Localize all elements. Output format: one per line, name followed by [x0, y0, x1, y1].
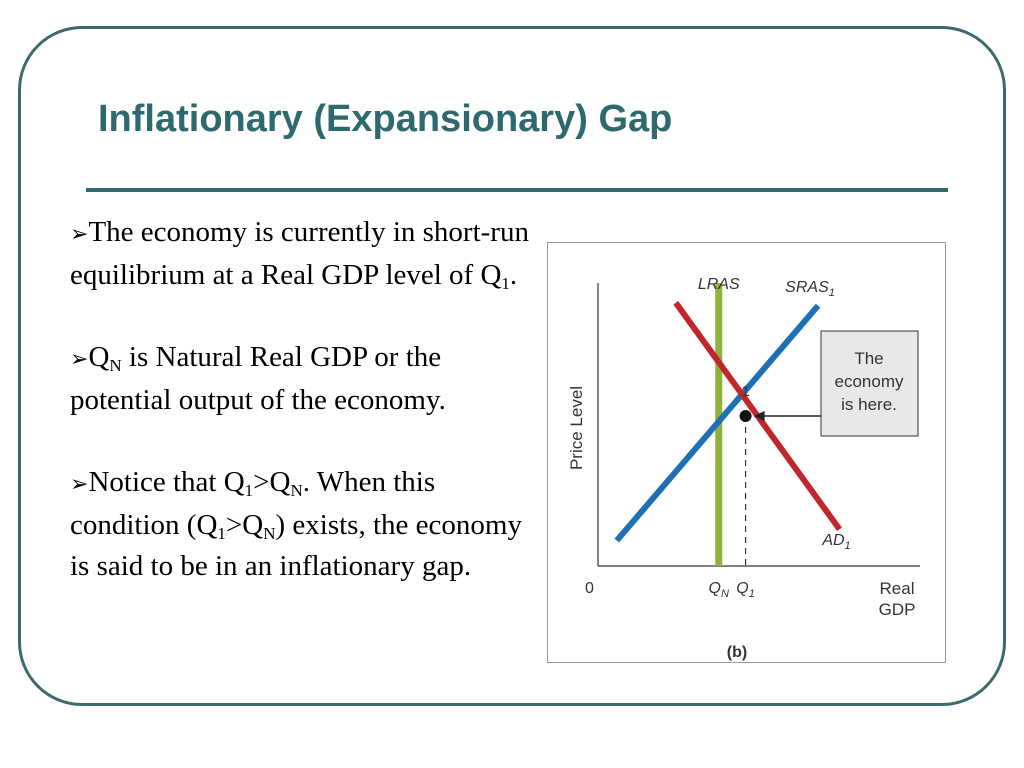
lras-label: LRAS [698, 276, 740, 293]
sras1-label-subscript: 1 [829, 287, 835, 299]
callout-line-3: is here. [841, 395, 897, 414]
bullet-text: >Q [253, 466, 291, 498]
sras1-curve [614, 303, 821, 543]
subscript: N [290, 481, 303, 500]
origin-label: 0 [585, 580, 594, 597]
bullet-text: is Natural Real GDP or the potential out… [70, 341, 446, 416]
y-axis-label: Price Level [567, 386, 586, 470]
sras1-label: SRAS1 [785, 279, 835, 299]
arrow-bullet-icon: ➢ [70, 347, 89, 372]
subscript: 1 [244, 481, 254, 500]
callout-line-2: economy [835, 372, 904, 391]
arrow-bullet-icon: ➢ [70, 222, 89, 247]
bullet-list: ➢The economy is currently in short-run e… [70, 212, 540, 587]
equilibrium-point [739, 410, 752, 423]
chart-svg: Price Level 0 Real GDP (b) The economy i… [567, 276, 920, 661]
slide-frame [18, 26, 1006, 706]
subscript: 1 [217, 524, 226, 543]
x-tick-n-subscript: N [721, 588, 729, 600]
arrow-bullet-icon: ➢ [70, 472, 89, 497]
bullet-text: ) exists, the economy is said to be in a… [70, 509, 522, 582]
ad1-label-subscript: 1 [845, 540, 851, 552]
sras1-label-text: SRAS [785, 279, 829, 296]
lras-label-text: LRAS [698, 276, 740, 293]
title-underline [86, 188, 948, 192]
x-tick-1-text: Q [736, 580, 748, 597]
chart-caption: (b) [727, 644, 747, 661]
x-tick-n-text: Q [709, 580, 721, 597]
callout-arrow-head [753, 411, 765, 422]
x-tick-1-subscript: 1 [749, 588, 755, 600]
subscript: N [109, 356, 122, 375]
equilibrium-label: 1 [741, 383, 749, 400]
bullet-1: ➢The economy is currently in short-run e… [70, 212, 540, 296]
x-axis-label-line2: GDP [879, 600, 916, 619]
x-tick-1: Q1 [736, 580, 755, 600]
ad1-label: AD1 [821, 532, 850, 552]
bullet-3: ➢Notice that Q1>QN. When this condition … [70, 462, 540, 587]
subscript: 1 [501, 274, 510, 293]
x-tick-n: QN [709, 580, 729, 600]
bullet-text: . When this condition (Q [70, 466, 436, 541]
ad-as-chart: Price Level 0 Real GDP (b) The economy i… [547, 242, 946, 663]
bullet-text: >Q [225, 509, 264, 541]
slide-title: Inflationary (Expansionary) Gap [98, 98, 673, 140]
callout-box [820, 330, 919, 437]
bullet-text: Notice that Q [88, 466, 245, 498]
ad1-label-text: AD [821, 532, 845, 549]
bullet-text: The economy is currently in short-run eq… [70, 216, 529, 291]
bullet-text: Q [88, 341, 110, 373]
callout-line-1: The [854, 349, 883, 368]
bullet-2: ➢QN is Natural Real GDP or the potential… [70, 337, 540, 421]
x-axis-label-line1: Real [880, 579, 915, 598]
subscript: N [263, 524, 276, 543]
bullet-text: . [509, 259, 518, 291]
